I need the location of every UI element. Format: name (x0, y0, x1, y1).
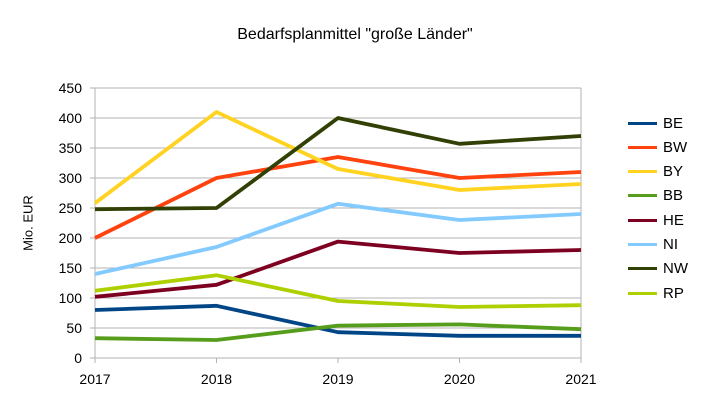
legend-label-HE: HE (663, 211, 684, 229)
legend-label-BY: BY (663, 163, 684, 181)
series-line-NW (94, 116, 582, 212)
x-tick-label-2019: 2019 (322, 371, 354, 387)
x-tick-label-2018: 2018 (200, 371, 233, 387)
legend-label-NW: NW (663, 260, 688, 278)
y-tick-label-450: 450 (58, 80, 82, 96)
y-tick-label-250: 250 (58, 200, 82, 216)
legend-line-swatch-NW (628, 267, 657, 271)
y-tick-label-300: 300 (58, 170, 82, 186)
series-line-BW (94, 155, 582, 240)
legend-label-RP: RP (663, 284, 684, 302)
legend-item-BB: BB (628, 184, 683, 208)
legend-line-swatch-BB (628, 194, 657, 198)
legend-label-BE: BE (663, 114, 684, 132)
legend-item-HE: HE (628, 208, 684, 232)
x-tick-label-2021: 2021 (565, 371, 597, 387)
legend-item-BE: BE (628, 111, 683, 135)
legend-item-RP: RP (628, 281, 684, 305)
legend-item-BW: BW (628, 135, 687, 159)
legend-item-NI: NI (628, 233, 678, 257)
series-line-NI (94, 201, 582, 276)
legend-label-BB: BB (663, 187, 684, 205)
legend-item-NW: NW (628, 257, 688, 281)
y-tick-label-350: 350 (58, 140, 82, 156)
legend-line-swatch-NI (628, 243, 657, 246)
legend-line-swatch-RP (628, 291, 657, 295)
legend-line-swatch-HE (628, 218, 657, 222)
series-line-BB (94, 322, 582, 342)
chart-title: Bedarfsplanmittel "große Länder" (237, 26, 473, 43)
y-tick-label-50: 50 (66, 320, 82, 336)
legend-line-swatch-BE (628, 121, 657, 125)
legend-item-BY: BY (628, 160, 683, 184)
y-tick-label-0: 0 (74, 350, 82, 366)
x-tick-label-2017: 2017 (79, 371, 111, 387)
y-tick-label-400: 400 (58, 110, 82, 126)
series-line-BE (94, 303, 581, 338)
series-line-RP (94, 273, 582, 309)
legend-line-swatch-BY (628, 170, 657, 174)
legend-line-swatch-BW (628, 145, 657, 149)
y-tick-label-150: 150 (58, 260, 82, 276)
series-line-HE (94, 239, 582, 299)
series-line-BY (93, 110, 582, 205)
y-tick-label-200: 200 (58, 230, 82, 246)
x-tick-label-2020: 2020 (443, 371, 476, 387)
y-tick-label-100: 100 (58, 290, 82, 306)
legend-label-BW: BW (663, 138, 688, 156)
legend-label-NI: NI (663, 236, 678, 253)
